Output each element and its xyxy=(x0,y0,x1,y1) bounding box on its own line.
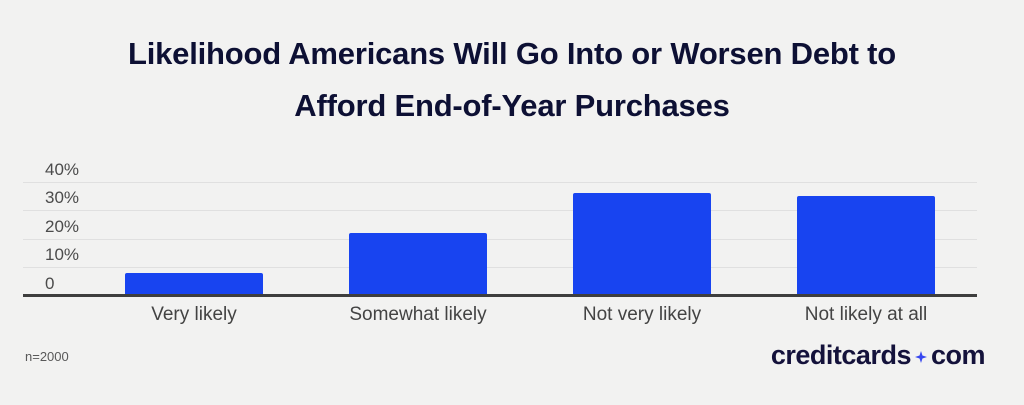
y-axis-label-0: 0 xyxy=(45,274,55,293)
gridline-20 xyxy=(23,239,977,240)
chart-title-line-1: Likelihood Americans Will Go Into or Wor… xyxy=(127,36,897,71)
bar-very-likely xyxy=(125,272,263,296)
x-axis-label-not-likely-at-all: Not likely at all xyxy=(804,304,928,325)
chart-title-line-2: Afford End-of-Year Purchases xyxy=(294,88,730,123)
bar-not-very-likely xyxy=(573,193,711,296)
x-axis-label-not-very-likely: Not very likely xyxy=(582,304,702,325)
sample-size-note: n=2000 xyxy=(25,349,69,364)
logo-text-com: com xyxy=(930,339,986,370)
y-axis-label-10: 10% xyxy=(45,245,80,264)
y-axis-label-40: 40% xyxy=(45,160,80,179)
sparkle-star-icon xyxy=(914,350,927,363)
bar-somewhat-likely xyxy=(349,233,487,296)
gridline-30 xyxy=(23,210,977,211)
chart-title: Likelihood Americans Will Go Into or Wor… xyxy=(0,28,1024,132)
x-axis-label-somewhat-likely: Somewhat likely xyxy=(349,304,487,325)
y-axis-label-20: 20% xyxy=(45,217,80,236)
creditcards-logo: creditcards com xyxy=(770,339,986,370)
gridline-40 xyxy=(23,182,977,183)
gridline-10 xyxy=(23,267,977,268)
x-axis-baseline xyxy=(23,294,977,297)
x-axis-label-very-likely: Very likely xyxy=(151,304,237,325)
y-axis-label-30: 30% xyxy=(45,188,80,207)
bar-not-likely-at-all xyxy=(797,196,935,296)
logo-text-creditcards: creditcards xyxy=(770,339,912,370)
